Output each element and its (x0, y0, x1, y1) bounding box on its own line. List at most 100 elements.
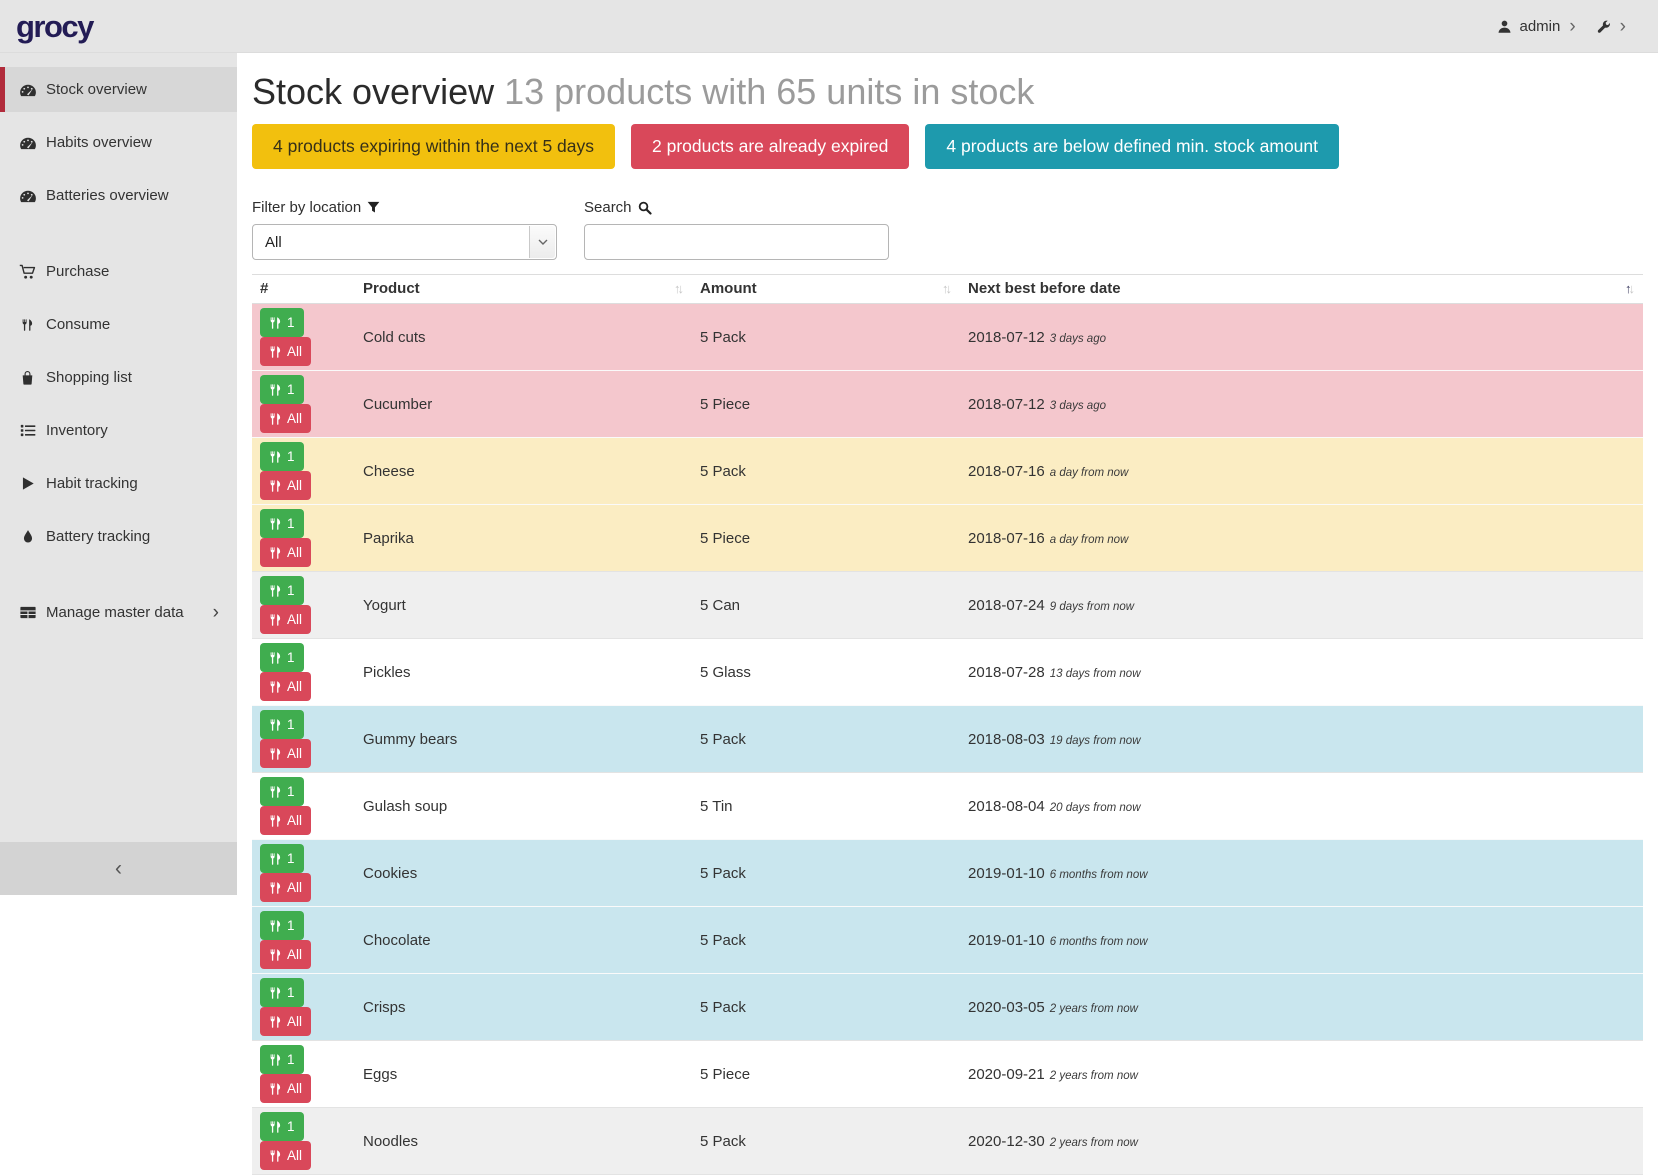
sidebar-item-inventory[interactable]: Inventory (0, 408, 237, 453)
consume-all-button[interactable]: All (260, 337, 312, 367)
chevron-right-icon: › (1569, 15, 1576, 37)
consume-one-button[interactable]: 1 (260, 576, 304, 606)
best-before-date: 2020-12-30 (968, 1132, 1045, 1150)
consume-one-button[interactable]: 1 (260, 643, 304, 673)
best-before-date: 2019-01-10 (968, 864, 1045, 882)
button-label: All (287, 1081, 303, 1097)
settings-menu[interactable]: › (1596, 17, 1628, 36)
button-label: 1 (287, 516, 295, 532)
best-before-date: 2018-07-24 (968, 596, 1045, 614)
button-label: All (287, 1014, 303, 1030)
table-icon (17, 605, 38, 620)
sidebar-item-shopping-list[interactable]: Shopping list (0, 355, 237, 400)
consume-all-button[interactable]: All (260, 739, 312, 769)
utensils-icon (270, 920, 281, 932)
utensils-icon (270, 853, 281, 865)
consume-all-button[interactable]: All (260, 806, 312, 836)
sidebar-item-label: Habits overview (46, 134, 152, 151)
consume-one-button[interactable]: 1 (260, 911, 304, 941)
consume-all-button[interactable]: All (260, 873, 312, 903)
chevron-down-icon (529, 226, 555, 259)
status-badge-warning[interactable]: 4 products expiring within the next 5 da… (252, 124, 616, 170)
search-input[interactable] (584, 224, 889, 261)
sidebar-item-consume[interactable]: Consume (0, 302, 237, 347)
timeago-text: 3 days ago (1049, 332, 1106, 345)
consume-all-button[interactable]: All (260, 471, 312, 501)
status-badge-label: 4 products expiring within the next 5 da… (273, 136, 595, 157)
column-header-next-best-before-date[interactable]: Next best before date ↑↓ (960, 274, 1643, 305)
status-badge-danger[interactable]: 2 products are already expired (631, 124, 910, 170)
top-bar: grocy admin › › (0, 0, 1658, 53)
utensils-icon (270, 384, 281, 396)
app-logo[interactable]: grocy (16, 8, 94, 44)
consume-one-button[interactable]: 1 (260, 710, 304, 740)
best-before-date: 2018-07-12 (968, 328, 1045, 346)
consume-all-button[interactable]: All (260, 404, 312, 434)
timeago-text: 3 days ago (1049, 399, 1106, 412)
utensils-icon (270, 1150, 281, 1162)
consume-all-button[interactable]: All (260, 1007, 312, 1037)
product-name: Paprika (355, 504, 692, 572)
consume-all-button[interactable]: All (260, 1141, 312, 1171)
table-row: 1 All Paprika 5 Piece 2018-07-16 a day fro… (252, 504, 1643, 572)
consume-all-button[interactable]: All (260, 672, 312, 702)
consume-one-button[interactable]: 1 (260, 375, 304, 405)
consume-all-button[interactable]: All (260, 538, 312, 568)
consume-all-button[interactable]: All (260, 1074, 312, 1104)
location-select[interactable]: All (252, 224, 557, 261)
product-amount: 5 Pack (692, 437, 960, 505)
consume-one-button[interactable]: 1 (260, 308, 304, 338)
consume-one-button[interactable]: 1 (260, 844, 304, 874)
utensils-icon (270, 1016, 281, 1028)
best-before-date: 2018-07-28 (968, 663, 1045, 681)
wrench-icon (1596, 19, 1611, 34)
column-header-amount[interactable]: Amount ↑↓ (692, 274, 960, 305)
best-before-cell: 2020-12-30 2 years from now (960, 1107, 1643, 1175)
best-before-cell: 2019-01-10 6 months from now (960, 906, 1643, 974)
button-label: 1 (287, 650, 295, 666)
utensils-icon (270, 346, 281, 358)
sidebar-item-batteries-overview[interactable]: Batteries overview (0, 173, 237, 218)
sidebar-item-habit-tracking[interactable]: Habit tracking (0, 461, 237, 506)
button-label: 1 (287, 851, 295, 867)
column-header-label: Next best before date (968, 280, 1121, 298)
sidebar-collapse-button[interactable]: ‹ (0, 842, 237, 895)
tachometer-icon (17, 82, 38, 98)
sidebar-item-habits-overview[interactable]: Habits overview (0, 120, 237, 165)
product-name: Noodles (355, 1107, 692, 1175)
utensils-icon (270, 681, 281, 693)
consume-one-button[interactable]: 1 (260, 1045, 304, 1075)
status-badge-info[interactable]: 4 products are below defined min. stock … (925, 124, 1339, 170)
sidebar-item-stock-overview[interactable]: Stock overview (0, 67, 237, 112)
consume-one-button[interactable]: 1 (260, 978, 304, 1008)
sidebar-item-battery-tracking[interactable]: Battery tracking (0, 514, 237, 559)
filter-icon (367, 201, 380, 214)
button-label: All (287, 612, 303, 628)
product-name: Chocolate (355, 906, 692, 974)
consume-one-button[interactable]: 1 (260, 1112, 304, 1142)
status-badge-label: 2 products are already expired (652, 136, 889, 157)
utensils-icon (270, 518, 281, 530)
table-row: 1 All Cookies 5 Pack 2019-01-10 6 months f… (252, 839, 1643, 907)
timeago-text: 20 days from now (1049, 801, 1141, 814)
sidebar-item-manage-master-data[interactable]: Manage master data › (0, 590, 237, 635)
chevron-left-icon: ‹ (115, 856, 122, 880)
sidebar-item-purchase[interactable]: Purchase (0, 249, 237, 294)
best-before-date: 2018-07-16 (968, 529, 1045, 547)
button-label: All (287, 1148, 303, 1164)
column-header-product[interactable]: Product ↑↓ (355, 274, 692, 305)
button-label: 1 (287, 1119, 295, 1135)
best-before-cell: 2020-09-21 2 years from now (960, 1040, 1643, 1108)
sidebar-item-label: Habit tracking (46, 475, 138, 492)
list-icon (17, 423, 38, 438)
consume-one-button[interactable]: 1 (260, 509, 304, 539)
utensils-icon (270, 987, 281, 999)
utensils-icon (270, 719, 281, 731)
consume-one-button[interactable]: 1 (260, 777, 304, 807)
user-menu[interactable]: admin › (1497, 17, 1577, 36)
consume-all-button[interactable]: All (260, 940, 312, 970)
cart-icon (17, 264, 38, 280)
consume-one-button[interactable]: 1 (260, 442, 304, 472)
sort-icon: ↑↓ (674, 281, 684, 297)
consume-all-button[interactable]: All (260, 605, 312, 635)
